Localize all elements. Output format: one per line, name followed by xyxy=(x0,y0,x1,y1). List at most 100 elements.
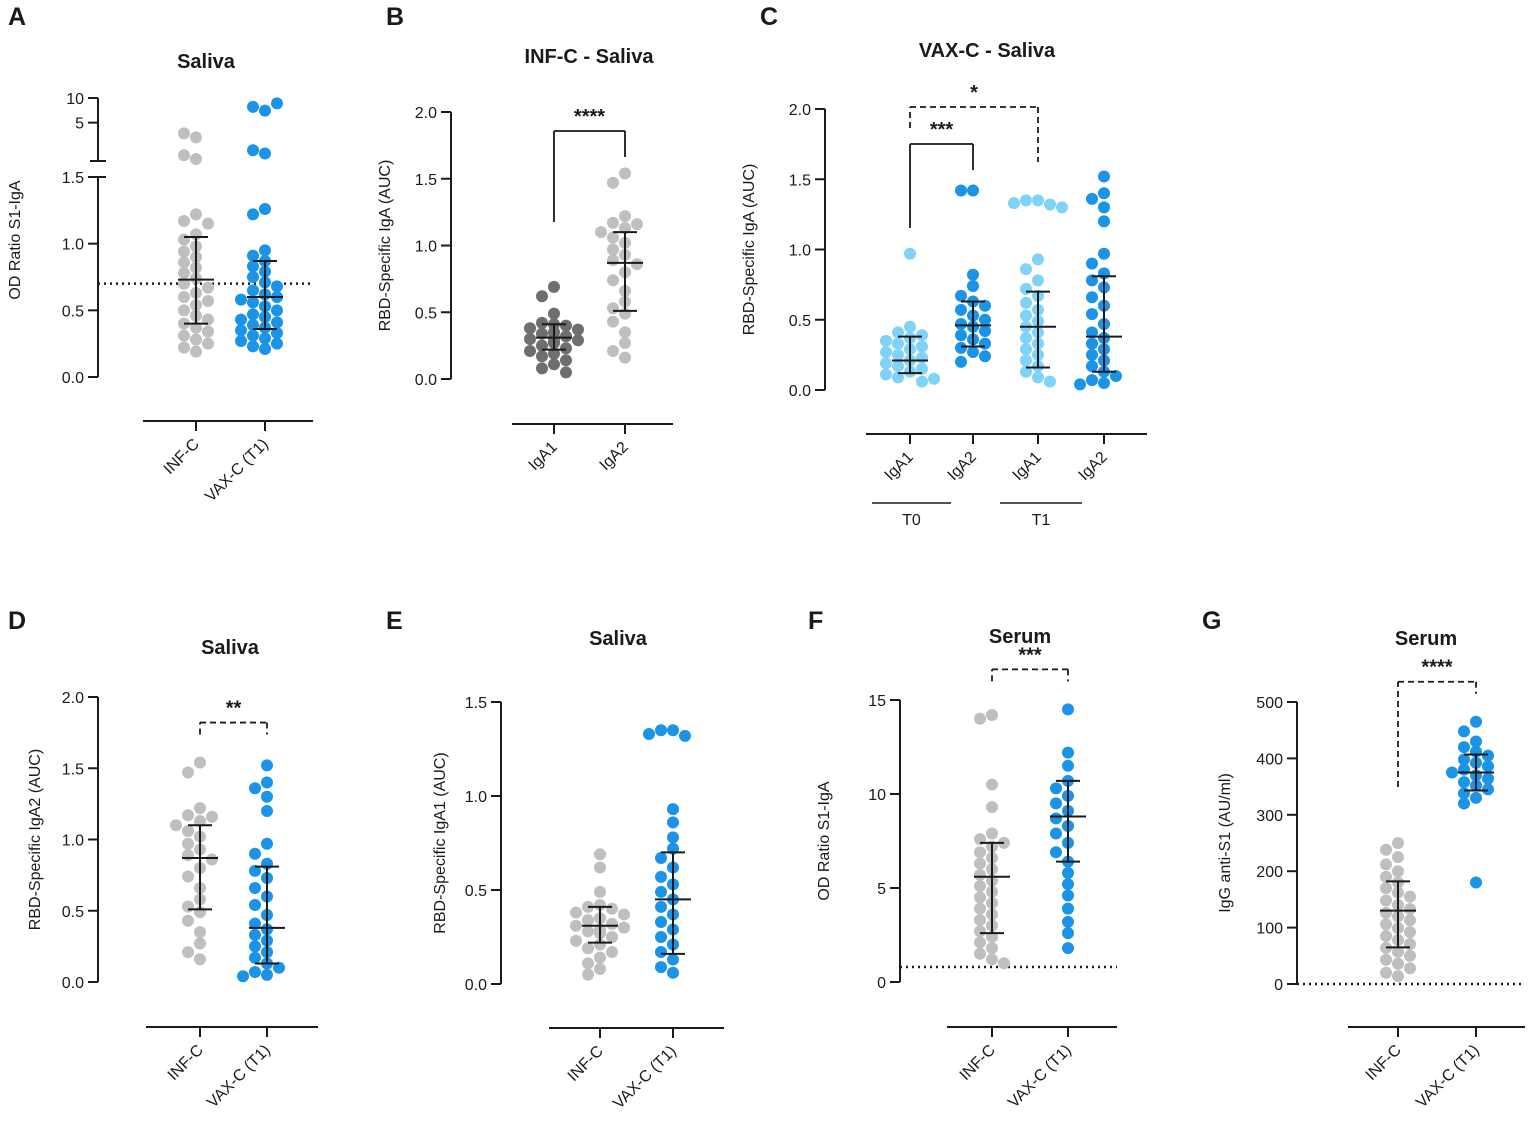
data-point xyxy=(1392,970,1404,983)
panel-title: INF-C - Saliva xyxy=(525,46,655,68)
data-point xyxy=(1020,332,1032,345)
x-tick-label: IgA1 xyxy=(882,449,917,484)
y-tick-label: 1.0 xyxy=(789,243,811,260)
data-point xyxy=(1062,746,1074,759)
y-tick-label: 1.0 xyxy=(62,833,84,850)
data-point xyxy=(182,766,194,779)
data-point xyxy=(259,343,271,355)
x-tick-label: INF-C xyxy=(565,1043,607,1085)
data-point xyxy=(247,260,259,273)
y-axis-label: OD Ratio S1-IgA xyxy=(816,781,833,900)
data-point xyxy=(259,104,271,117)
data-point xyxy=(880,368,892,381)
y-tick-label: 1.0 xyxy=(62,237,84,254)
data-point xyxy=(892,348,904,361)
data-point xyxy=(1470,791,1482,804)
panel-title: Serum xyxy=(1395,628,1457,650)
data-point xyxy=(178,267,190,279)
data-point xyxy=(178,304,190,317)
y-tick-label: 10 xyxy=(66,91,84,108)
data-point xyxy=(271,337,283,350)
panel-letter: G xyxy=(1202,607,1221,635)
significance-label: * xyxy=(970,82,978,104)
panel-d: D Saliva 0.0 0.5 1.0 1.5 2.0 RBD-Specific IgA2 … xyxy=(8,607,318,1111)
data-point xyxy=(607,231,619,244)
data-point xyxy=(190,333,202,346)
data-point xyxy=(178,341,190,354)
y-tick-label: 0.5 xyxy=(789,313,811,330)
panel-letter: B xyxy=(386,3,404,31)
data-point xyxy=(986,801,998,814)
panel-title: Saliva xyxy=(201,637,260,659)
data-point xyxy=(1470,876,1482,889)
data-point xyxy=(928,372,940,385)
data-point xyxy=(548,307,560,320)
data-point xyxy=(607,302,619,315)
data-point xyxy=(986,827,998,840)
data-point xyxy=(1032,371,1044,384)
significance-label: **** xyxy=(574,106,605,128)
data-point xyxy=(1404,902,1416,915)
data-point xyxy=(655,915,667,928)
data-point xyxy=(259,332,271,345)
data-point xyxy=(974,913,986,926)
y-axis-label: OD Ratio S1-IgA xyxy=(7,180,24,299)
panel-a: A Saliva 5 10 0.0 0.5 1.0 1.5 OD Ratio S1-IgA INF… xyxy=(7,3,313,505)
data-point xyxy=(560,342,572,355)
data-point xyxy=(1380,858,1392,871)
data-point xyxy=(667,966,679,979)
data-point xyxy=(178,149,190,162)
data-point xyxy=(202,337,214,350)
data-point xyxy=(892,360,904,373)
y-tick-label: 0.0 xyxy=(789,383,811,400)
data-point xyxy=(1062,866,1074,879)
data-point xyxy=(247,284,259,297)
data-point xyxy=(206,853,218,866)
data-point xyxy=(235,293,247,306)
y-tick-label: 5 xyxy=(877,881,886,898)
data-point xyxy=(194,953,206,966)
data-point xyxy=(619,351,631,364)
data-point xyxy=(655,870,667,883)
panel-letter: C xyxy=(760,3,778,31)
data-point xyxy=(1074,378,1086,391)
x-tick-label: IgA1 xyxy=(1010,449,1045,484)
data-point xyxy=(606,902,618,915)
y-tick-label: 300 xyxy=(1256,808,1283,825)
data-point xyxy=(618,921,630,934)
data-point xyxy=(1404,914,1416,927)
data-point xyxy=(194,756,206,769)
y-tick-label: 0.5 xyxy=(465,883,487,900)
data-point xyxy=(1446,766,1458,779)
data-point xyxy=(271,316,283,329)
data-point xyxy=(607,344,619,357)
data-point xyxy=(178,245,190,258)
data-point xyxy=(974,925,986,938)
data-point xyxy=(536,350,548,363)
data-point xyxy=(247,329,259,342)
data-point xyxy=(892,337,904,350)
data-point xyxy=(916,351,928,364)
data-point xyxy=(524,344,536,357)
panel-e: E Saliva 0.0 0.5 1.0 1.5 RBD-Specific IgA1 (AU… xyxy=(386,607,724,1112)
data-point xyxy=(1380,930,1392,943)
data-point xyxy=(1392,957,1404,970)
data-point xyxy=(202,325,214,338)
data-point xyxy=(880,346,892,359)
data-point xyxy=(182,870,194,883)
data-point xyxy=(955,341,967,354)
x-tick-label: INF-C xyxy=(957,1042,999,1084)
data-point xyxy=(261,837,273,850)
data-point xyxy=(594,951,606,964)
data-point xyxy=(1050,827,1062,840)
data-point xyxy=(1482,772,1494,785)
data-point xyxy=(194,937,206,950)
data-point xyxy=(1380,953,1392,966)
y-axis-label: IgG anti-S1 (AU/ml) xyxy=(1217,773,1234,913)
data-point xyxy=(249,951,261,964)
data-point xyxy=(194,802,206,815)
data-point xyxy=(182,809,194,822)
y-tick-label: 0.5 xyxy=(62,904,84,921)
y-tick-label: 0.0 xyxy=(62,975,84,992)
